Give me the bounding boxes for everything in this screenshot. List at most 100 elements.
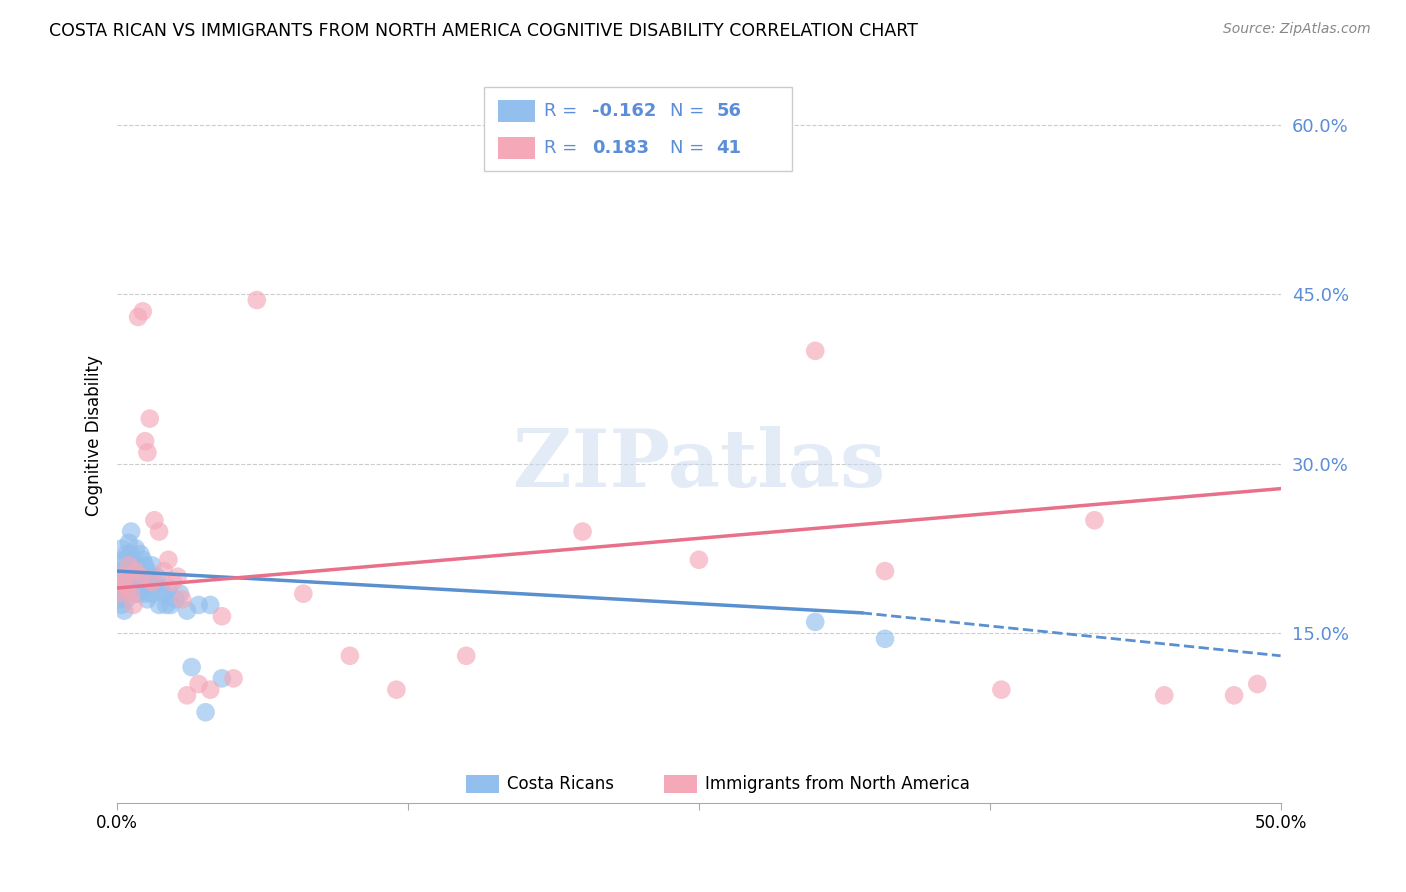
Text: N =: N = <box>669 102 710 120</box>
Point <box>571 524 593 539</box>
Point <box>118 536 141 550</box>
Point <box>165 592 187 607</box>
Text: R =: R = <box>544 139 583 157</box>
Point <box>108 575 131 590</box>
Point <box>141 575 163 590</box>
Point <box>108 592 131 607</box>
Point <box>187 598 209 612</box>
Text: -0.162: -0.162 <box>592 102 657 120</box>
Text: 41: 41 <box>716 139 741 157</box>
Point <box>211 609 233 624</box>
Point <box>804 343 827 358</box>
Point <box>112 570 135 584</box>
Point <box>148 598 170 612</box>
Point <box>120 547 142 561</box>
FancyBboxPatch shape <box>484 87 792 171</box>
Point <box>120 570 142 584</box>
Point <box>118 558 141 573</box>
Point <box>162 575 184 590</box>
Text: Immigrants from North America: Immigrants from North America <box>704 775 970 793</box>
Point <box>136 445 159 459</box>
Point <box>129 547 152 561</box>
Point <box>804 615 827 629</box>
Point <box>1083 513 1105 527</box>
Point <box>148 524 170 539</box>
Point <box>118 575 141 590</box>
Point <box>157 581 180 595</box>
Bar <box>498 136 534 159</box>
Point <box>159 598 181 612</box>
Point <box>111 587 134 601</box>
Point <box>122 553 145 567</box>
Point <box>1223 688 1246 702</box>
Point <box>120 524 142 539</box>
Point <box>112 604 135 618</box>
Point <box>152 587 174 601</box>
Point <box>129 575 152 590</box>
Point <box>136 592 159 607</box>
Point <box>132 304 155 318</box>
Point <box>134 587 156 601</box>
Point <box>176 688 198 702</box>
Point <box>141 587 163 601</box>
Point <box>1153 688 1175 702</box>
Point <box>122 598 145 612</box>
Point <box>112 581 135 595</box>
Point <box>176 604 198 618</box>
Point <box>122 575 145 590</box>
Point <box>134 434 156 449</box>
Point <box>125 587 148 601</box>
Point <box>127 310 149 324</box>
Point <box>139 570 162 584</box>
Point <box>127 587 149 601</box>
Point <box>187 677 209 691</box>
Point <box>385 682 408 697</box>
Point <box>456 648 478 663</box>
Point <box>292 587 315 601</box>
Point <box>139 411 162 425</box>
Point <box>115 581 138 595</box>
Point <box>688 553 710 567</box>
Text: 0.183: 0.183 <box>592 139 648 157</box>
Point <box>145 570 167 584</box>
Point <box>120 587 142 601</box>
Point <box>132 553 155 567</box>
Point <box>200 682 222 697</box>
Point <box>115 547 138 561</box>
Point <box>115 570 138 584</box>
Point <box>339 648 361 663</box>
Point <box>211 672 233 686</box>
Point <box>125 564 148 578</box>
Point <box>200 598 222 612</box>
Point <box>111 598 134 612</box>
Point <box>136 564 159 578</box>
Text: ZIPatlas: ZIPatlas <box>513 425 884 504</box>
Point <box>143 513 166 527</box>
Text: 56: 56 <box>716 102 741 120</box>
Point <box>152 564 174 578</box>
Point <box>115 592 138 607</box>
Text: R =: R = <box>544 102 583 120</box>
Text: Costa Ricans: Costa Ricans <box>508 775 614 793</box>
Point <box>111 575 134 590</box>
Bar <box>467 775 499 793</box>
Point <box>125 541 148 556</box>
Y-axis label: Cognitive Disability: Cognitive Disability <box>86 355 103 516</box>
Point <box>111 564 134 578</box>
Point <box>127 564 149 578</box>
Point <box>134 558 156 573</box>
Point <box>108 558 131 573</box>
Point <box>194 705 217 719</box>
Point <box>246 293 269 307</box>
Point <box>155 598 177 612</box>
Text: COSTA RICAN VS IMMIGRANTS FROM NORTH AMERICA COGNITIVE DISABILITY CORRELATION CH: COSTA RICAN VS IMMIGRANTS FROM NORTH AME… <box>49 22 918 40</box>
Point <box>111 541 134 556</box>
Point <box>172 592 194 607</box>
Bar <box>664 775 696 793</box>
Point <box>112 553 135 567</box>
Point <box>157 553 180 567</box>
Point <box>990 682 1012 697</box>
Point <box>108 587 131 601</box>
Text: Source: ZipAtlas.com: Source: ZipAtlas.com <box>1223 22 1371 37</box>
Point <box>180 660 202 674</box>
